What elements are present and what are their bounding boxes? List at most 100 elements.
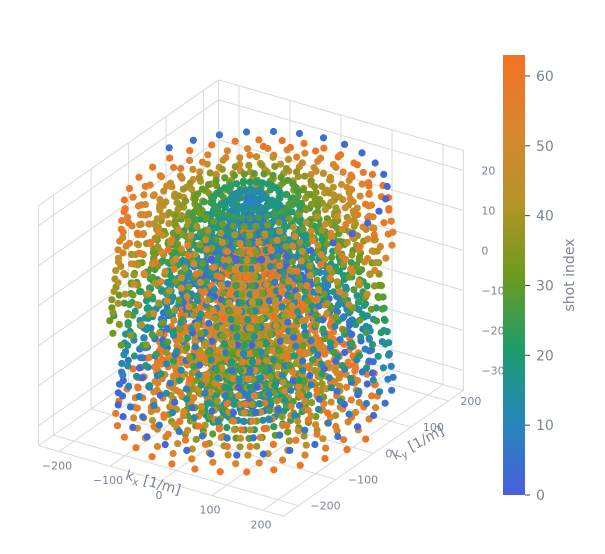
grid-line [218, 99, 464, 171]
trajectory-point [307, 227, 315, 235]
trajectory-point [272, 302, 281, 310]
trajectory-point [209, 458, 217, 466]
trajectory-point [302, 206, 310, 214]
trajectory-point [235, 383, 243, 392]
trajectory-point [293, 153, 301, 161]
trajectory-point [350, 159, 358, 167]
trajectory-point [225, 299, 233, 307]
trajectory-point [193, 292, 201, 300]
trajectory-point [328, 253, 336, 261]
trajectory-point [358, 149, 366, 157]
trajectory-point [298, 159, 306, 167]
trajectory-point [246, 290, 254, 298]
trajectory-point [178, 212, 186, 220]
trajectory-point [280, 234, 288, 242]
trajectory-point [149, 273, 157, 281]
trajectory-point [388, 241, 396, 249]
trajectory-point [380, 170, 388, 178]
trajectory-point [114, 299, 122, 308]
trajectory-point [198, 432, 206, 440]
trajectory-point [283, 146, 291, 154]
trajectory-point [124, 321, 132, 329]
trajectory-point [246, 383, 254, 391]
trajectory-point [304, 406, 312, 414]
trajectory-point [210, 263, 218, 271]
trajectory-point [348, 185, 356, 194]
trajectory-point [190, 414, 198, 422]
trajectory-point [206, 388, 215, 396]
trajectory-point [154, 223, 162, 231]
trajectory-point [261, 340, 269, 348]
trajectory-point [277, 173, 285, 182]
trajectory-point [340, 326, 348, 334]
trajectory-point [348, 230, 356, 238]
trajectory-point [274, 363, 282, 371]
trajectory-point [164, 430, 172, 438]
trajectory-point [246, 223, 254, 231]
trajectory-point [215, 131, 223, 139]
trajectory-point [301, 451, 309, 459]
trajectory-point [176, 172, 185, 180]
trajectory-point [330, 348, 338, 356]
trajectory-point [334, 242, 342, 251]
trajectory-point [121, 290, 129, 298]
x-tick-label: 0 [156, 489, 163, 502]
trajectory-point [192, 270, 200, 278]
trajectory-point [304, 297, 312, 305]
trajectory-point [362, 328, 370, 337]
colorbar-tick-label: 40 [536, 209, 554, 225]
trajectory-point [217, 433, 225, 441]
trajectory-point [321, 454, 329, 463]
spiral-layer [120, 127, 391, 264]
trajectory-point [137, 288, 145, 296]
trajectory-point [343, 238, 351, 246]
colorbar-tick-label: 0 [536, 488, 545, 504]
trajectory-point [119, 392, 127, 400]
trajectory-point [318, 235, 326, 243]
trajectory-point [203, 160, 211, 168]
trajectory-point [388, 386, 396, 394]
trajectory-point [283, 421, 291, 429]
trajectory-point [123, 311, 132, 319]
trajectory-point [156, 329, 164, 337]
trajectory-point [219, 313, 228, 321]
trajectory-point [269, 347, 277, 355]
trajectory-point [224, 451, 232, 459]
trajectory-point [298, 317, 306, 325]
colorbar: 0 10 20 30 40 50 60 shot index [503, 55, 578, 504]
trajectory-point [236, 154, 244, 162]
trajectory-point [267, 228, 275, 236]
trajectory-point [239, 417, 248, 425]
trajectory-point [278, 287, 286, 295]
trajectory-point [120, 208, 128, 216]
trajectory-point [192, 435, 200, 443]
trajectory-point [214, 417, 222, 425]
trajectory-point [313, 386, 321, 394]
trajectory-point [208, 141, 216, 149]
trajectory-point [179, 256, 187, 264]
trajectory-point [384, 375, 392, 383]
trajectory-point [233, 324, 241, 332]
trajectory-point [356, 192, 364, 200]
trajectory-point [261, 365, 269, 373]
trajectory-point [246, 214, 254, 222]
trajectory-point [347, 375, 355, 383]
trajectory-point [305, 391, 313, 399]
trajectory-point [262, 306, 270, 314]
trajectory-point [292, 168, 301, 176]
trajectory-point [139, 231, 147, 239]
trajectory-point [163, 278, 171, 286]
trajectory-point [186, 156, 194, 164]
trajectory-point [278, 371, 286, 379]
trajectory-point [325, 374, 333, 382]
trajectory-point [129, 291, 137, 299]
trajectory-point [201, 389, 209, 397]
z-tick-label: −10 [481, 284, 504, 297]
trajectory-point [264, 144, 272, 152]
trajectory-point [362, 399, 370, 408]
trajectory-point [216, 273, 224, 281]
trajectory-point [358, 266, 366, 274]
trajectory-point [214, 374, 222, 382]
trajectory-point [343, 383, 351, 391]
trajectory-point [319, 134, 328, 142]
